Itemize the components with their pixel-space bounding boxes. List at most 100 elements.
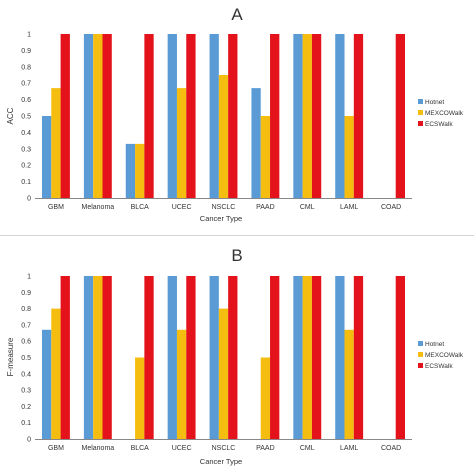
legend-swatch-hotnet xyxy=(418,341,423,346)
bar-hotnet-cml xyxy=(293,276,303,439)
bar-mexcowalk-gbm xyxy=(51,88,61,198)
y-tick-label: 0.9 xyxy=(21,48,31,55)
y-tick-label: 0.3 xyxy=(21,146,31,153)
bar-hotnet-gbm xyxy=(41,116,52,198)
bar-hotnet-nsclc xyxy=(209,276,219,439)
bar-mexcowalk-ucec xyxy=(176,329,187,439)
bar-hotnet-ucec xyxy=(167,34,177,198)
bar-hotnet-cml xyxy=(293,34,303,198)
bar-ecswalk-coad xyxy=(395,276,406,439)
legend-label-hotnet: Hotnet xyxy=(425,99,444,106)
x-tick-label: CML xyxy=(300,204,315,211)
y-tick-label: 0.2 xyxy=(21,163,31,170)
x-tick-label: Melanoma xyxy=(81,445,114,452)
bar-hotnet-melanoma xyxy=(83,34,94,198)
x-tick-label: BLCA xyxy=(131,445,150,452)
bar-ecswalk-ucec xyxy=(186,276,196,439)
y-tick-label: 0.7 xyxy=(21,81,31,88)
x-tick-label: COAD xyxy=(381,204,401,211)
x-tick-label: UCEC xyxy=(172,204,192,211)
legend-swatch-mexcowalk xyxy=(418,352,423,357)
bar-mexcowalk-laml xyxy=(344,116,354,198)
x-tick-label: NSCLC xyxy=(212,204,236,211)
x-tick-label: GBM xyxy=(48,204,64,211)
bar-mexcowalk-blca xyxy=(135,143,145,198)
bar-mexcowalk-nsclc xyxy=(218,308,229,439)
bar-hotnet-gbm xyxy=(41,329,52,439)
panel-divider xyxy=(0,235,474,236)
y-axis-label-0: ACC xyxy=(6,107,15,124)
bar-hotnet-nsclc xyxy=(209,34,219,198)
y-tick-label: 0.5 xyxy=(21,114,31,121)
y-tick-label: 0.1 xyxy=(21,179,31,186)
bar-ecswalk-coad xyxy=(395,34,406,198)
x-tick-label: Melanoma xyxy=(81,204,114,211)
bar-mexcowalk-cml xyxy=(302,34,312,198)
legend-label-ecswalk: ECSWalk xyxy=(425,121,453,128)
bar-ecswalk-paad xyxy=(270,276,280,439)
legend-swatch-ecswalk xyxy=(418,363,423,368)
x-tick-label: GBM xyxy=(48,445,64,452)
x-tick-label: BLCA xyxy=(131,204,150,211)
bar-ecswalk-blca xyxy=(144,34,154,198)
bar-ecswalk-melanoma xyxy=(102,276,112,439)
legend-label-ecswalk: ECSWalk xyxy=(425,363,453,370)
bar-hotnet-melanoma xyxy=(83,276,94,439)
legend-label-mexcowalk: MEXCOWalk xyxy=(425,110,464,117)
bar-mexcowalk-nsclc xyxy=(218,75,229,198)
bar-ecswalk-melanoma xyxy=(102,34,112,198)
y-tick-label: 0.4 xyxy=(21,130,31,137)
bar-ecswalk-gbm xyxy=(60,34,70,198)
bar-ecswalk-paad xyxy=(270,34,280,198)
y-tick-label: 0.7 xyxy=(21,322,31,329)
y-tick-label: 0.4 xyxy=(21,371,31,378)
bar-hotnet-blca xyxy=(125,143,136,198)
bar-ecswalk-blca xyxy=(144,276,154,439)
bar-ecswalk-laml xyxy=(353,34,364,198)
x-tick-label: LAML xyxy=(340,204,358,211)
bar-ecswalk-nsclc xyxy=(228,276,238,439)
bar-ecswalk-nsclc xyxy=(228,34,238,198)
legend-label-hotnet: Hotnet xyxy=(425,341,444,348)
bar-ecswalk-cml xyxy=(311,34,322,198)
y-tick-label: 1 xyxy=(27,32,31,39)
y-tick-label: 0.8 xyxy=(21,64,31,71)
x-tick-label: COAD xyxy=(381,445,401,452)
bar-hotnet-paad xyxy=(251,88,261,198)
bar-mexcowalk-paad xyxy=(260,357,271,439)
legend-swatch-ecswalk xyxy=(418,121,423,126)
y-tick-label: 0.1 xyxy=(21,420,31,427)
legend-swatch-hotnet xyxy=(418,99,423,104)
y-tick-label: 0.9 xyxy=(21,290,31,297)
x-tick-label: CML xyxy=(300,445,315,452)
bar-mexcowalk-laml xyxy=(344,329,354,439)
bar-mexcowalk-paad xyxy=(260,116,271,198)
y-tick-label: 0.5 xyxy=(21,355,31,362)
bar-ecswalk-cml xyxy=(311,276,322,439)
x-tick-label: NSCLC xyxy=(212,445,236,452)
x-axis-label-0: Cancer Type xyxy=(200,214,242,223)
bar-mexcowalk-cml xyxy=(302,276,312,439)
y-tick-label: 0.2 xyxy=(21,404,31,411)
bar-mexcowalk-melanoma xyxy=(93,34,103,198)
legend-swatch-mexcowalk xyxy=(418,110,423,115)
bar-mexcowalk-gbm xyxy=(51,308,61,439)
chart-title-0: A xyxy=(231,5,243,24)
y-tick-label: 0.3 xyxy=(21,388,31,395)
y-tick-label: 0 xyxy=(27,437,31,444)
y-tick-label: 0 xyxy=(27,196,31,203)
x-tick-label: PAAD xyxy=(256,204,275,211)
x-axis-label-1: Cancer Type xyxy=(200,457,242,466)
bar-hotnet-ucec xyxy=(167,276,177,439)
bar-mexcowalk-ucec xyxy=(176,88,187,198)
y-tick-label: 0.6 xyxy=(21,339,31,346)
bar-mexcowalk-blca xyxy=(135,357,145,439)
bar-ecswalk-gbm xyxy=(60,276,70,439)
x-tick-label: PAAD xyxy=(256,445,275,452)
bar-hotnet-laml xyxy=(335,276,345,439)
bar-hotnet-laml xyxy=(335,34,345,198)
bar-mexcowalk-melanoma xyxy=(93,276,103,439)
y-axis-label-1: F-measure xyxy=(6,337,15,376)
y-tick-label: 0.8 xyxy=(21,306,31,313)
